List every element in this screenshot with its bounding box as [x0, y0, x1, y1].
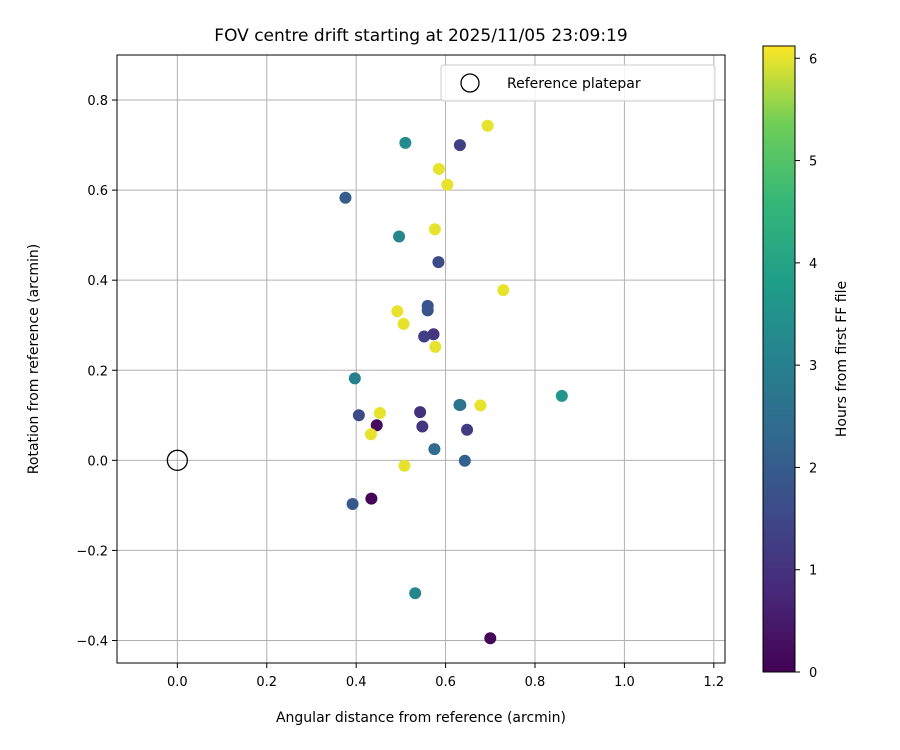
data-point	[348, 372, 361, 385]
colorbar-tick-label: 0	[809, 666, 817, 681]
data-point	[397, 317, 410, 330]
data-point	[474, 399, 487, 412]
colorbar: 0 1 2 3 4 5 6 Hours from first FF file	[762, 45, 850, 681]
data-point	[428, 443, 441, 456]
data-point	[484, 632, 497, 645]
colorbar-ticks: 0 1 2 3 4 5 6	[795, 52, 817, 681]
colorbar-tick-label: 4	[809, 257, 817, 272]
colorbar-tick-label: 5	[809, 155, 817, 170]
colorbar-tick-label: 6	[809, 52, 817, 67]
x-tick-label: 1.2	[703, 675, 724, 690]
y-axis-label: Rotation from reference (arcmin)	[26, 244, 42, 474]
data-point	[393, 230, 406, 243]
x-tick-label: 0.6	[435, 675, 456, 690]
reference-platepar-marker	[166, 449, 189, 471]
y-tick-label: −0.4	[76, 634, 108, 649]
data-point	[365, 492, 378, 505]
data-point	[497, 284, 510, 297]
colorbar-tick-label: 2	[809, 461, 817, 476]
x-axis-label: Angular distance from reference (arcmin)	[276, 710, 566, 726]
data-point	[339, 191, 352, 204]
plot-frame	[116, 54, 726, 664]
data-point	[352, 409, 365, 422]
data-point	[453, 139, 466, 152]
data-point	[418, 330, 431, 343]
data-point	[453, 398, 466, 411]
x-tick-label: 0.2	[256, 675, 277, 690]
data-point	[428, 223, 441, 236]
data-point	[373, 407, 386, 420]
data-point	[441, 178, 454, 191]
x-tick-label: 0.0	[167, 675, 188, 690]
data-point	[421, 304, 434, 317]
reference-marker	[166, 449, 189, 471]
data-point	[391, 305, 404, 318]
colorbar-label: Hours from first FF file	[834, 281, 850, 437]
colorbar-gradient	[762, 45, 796, 673]
colorbar-tick-label: 3	[809, 359, 817, 374]
y-tick-label: 0.6	[87, 184, 108, 199]
legend-reference-marker	[460, 73, 480, 93]
y-axis-ticks: −0.4 −0.2 0.0 0.2 0.4 0.6 0.8	[76, 94, 117, 649]
data-point	[461, 423, 474, 436]
chart-title: FOV centre drift starting at 2025/11/05 …	[214, 26, 627, 46]
data-point	[346, 498, 359, 511]
data-point	[555, 389, 568, 402]
x-tick-label: 0.8	[525, 675, 546, 690]
x-tick-label: 1.0	[614, 675, 635, 690]
legend: Reference platepar	[440, 64, 716, 102]
data-point	[364, 428, 377, 441]
x-tick-label: 0.4	[346, 675, 367, 690]
data-point	[409, 587, 422, 600]
data-point	[398, 459, 411, 472]
y-tick-label: 0.2	[87, 364, 108, 379]
y-tick-label: 0.0	[87, 454, 108, 469]
data-point	[416, 420, 429, 433]
data-point	[399, 136, 412, 149]
legend-label: Reference platepar	[507, 76, 641, 92]
data-point	[432, 162, 445, 175]
y-tick-label: 0.4	[87, 274, 108, 289]
x-axis-ticks: 0.0 0.2 0.4 0.6 0.8 1.0 1.2	[167, 663, 724, 690]
data-point	[414, 406, 427, 419]
legend-box	[440, 64, 716, 102]
data-point	[370, 419, 383, 432]
data-point	[429, 340, 442, 353]
colorbar-tick-label: 1	[809, 564, 817, 579]
y-tick-label: −0.2	[76, 544, 108, 559]
data-point	[481, 119, 494, 132]
grid	[117, 55, 725, 663]
data-point	[458, 454, 471, 467]
y-tick-label: 0.8	[87, 94, 108, 109]
scatter-points	[339, 119, 568, 645]
data-point	[432, 256, 445, 269]
data-point	[427, 328, 440, 341]
